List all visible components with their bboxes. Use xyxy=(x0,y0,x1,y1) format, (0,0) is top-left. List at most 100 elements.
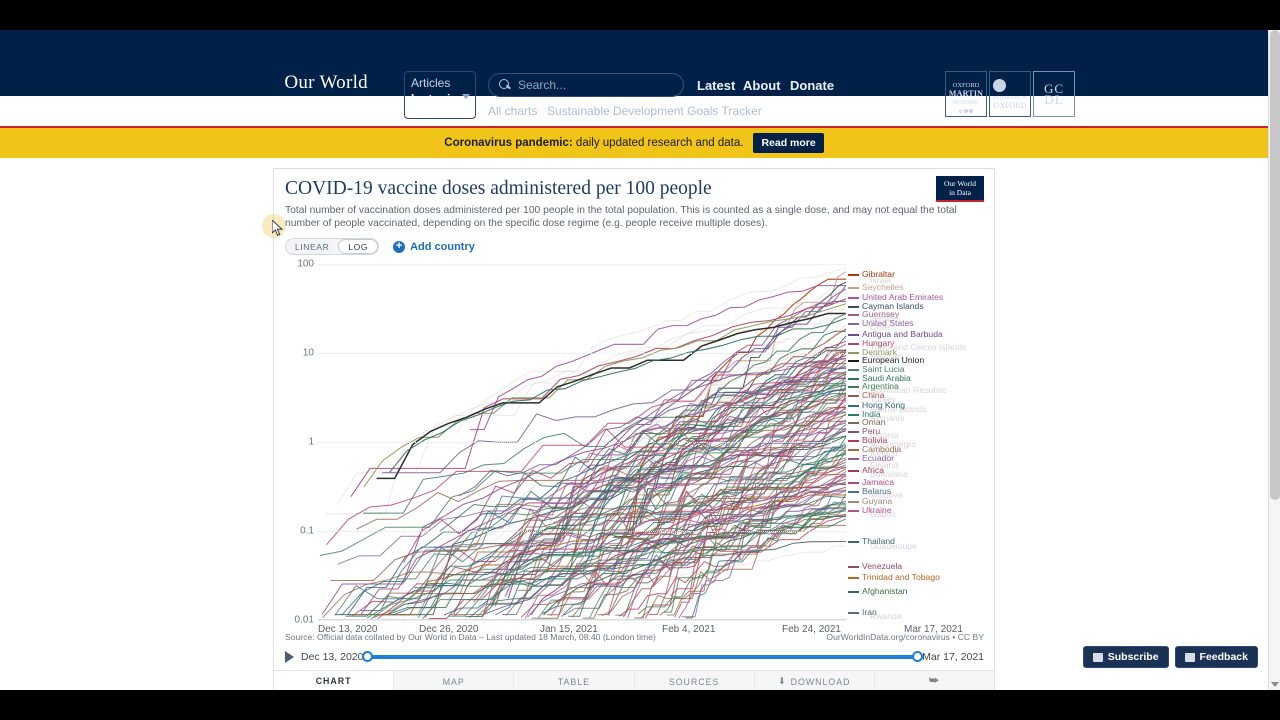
legend-label[interactable]: Ecuador xyxy=(848,454,894,463)
search-input[interactable]: Search... xyxy=(488,73,684,97)
nav-link-donate[interactable]: Donate xyxy=(790,78,835,93)
legend-label[interactable]: Saudi Arabia xyxy=(848,374,911,383)
tab-sources[interactable]: SOURCES xyxy=(634,671,755,690)
y-axis-tick: 1 xyxy=(308,436,314,448)
chart-line xyxy=(396,392,846,580)
y-axis-tick: 10 xyxy=(302,347,314,359)
chart-line xyxy=(356,414,846,530)
legend-label[interactable]: Venezuela xyxy=(848,562,902,571)
timeline-start-label: Dec 13, 2020 xyxy=(301,651,364,663)
legend-label-text: Seychelles xyxy=(862,282,904,292)
sublink-all-charts[interactable]: All charts xyxy=(488,104,538,118)
legend-label[interactable]: Guernsey xyxy=(848,310,899,319)
legend-label-faint: Guadeloupe xyxy=(870,541,917,551)
y-axis-tick: 100 xyxy=(297,258,314,270)
y-axis: 100 10 1 0.1 0.01 xyxy=(282,259,314,626)
legend-label[interactable]: Afghanistan xyxy=(848,587,907,596)
legend-label-text: Venezuela xyxy=(862,561,903,571)
legend-label[interactable]: Hong Kong xyxy=(848,401,905,410)
legend-label[interactable]: Bolivia xyxy=(848,436,887,445)
scale-toggle[interactable]: LINEAR LOG xyxy=(285,238,380,255)
x-axis-tick: Dec 26, 2020 xyxy=(419,624,479,635)
chart-timeline[interactable]: Dec 13, 2020 Mar 17, 2021 xyxy=(285,648,984,666)
legend-label-faint: Rwanda xyxy=(870,611,902,621)
chart-line xyxy=(433,422,846,548)
scale-linear-option[interactable]: LINEAR xyxy=(295,241,330,252)
timeline-handle-start[interactable] xyxy=(362,651,374,662)
legend-label[interactable]: Argentina xyxy=(848,382,899,391)
read-more-button[interactable]: Read more xyxy=(753,133,824,153)
timeline-track[interactable] xyxy=(362,651,924,662)
legend-label[interactable]: India xyxy=(848,410,881,419)
sublink-sdg-tracker[interactable]: Sustainable Development Goals Tracker xyxy=(547,104,762,118)
nav-link-latest[interactable]: Latest xyxy=(697,78,736,93)
legend-line-swatch xyxy=(848,351,859,354)
chart-line xyxy=(561,508,846,617)
legend-label[interactable]: Saint Lucia xyxy=(848,365,905,374)
subscribe-button[interactable]: Subscribe xyxy=(1082,646,1169,668)
gcdl-logo[interactable]: GC DL xyxy=(1033,71,1075,117)
chart-line xyxy=(637,506,846,615)
chart-line xyxy=(556,545,846,616)
legend-label[interactable]: Oman xyxy=(848,418,885,427)
tab-chart[interactable]: CHART xyxy=(274,671,395,690)
oxford-martin-school-logo[interactable]: OXFORD MARTIN SCHOOL xyxy=(945,71,987,117)
legend-label[interactable]: Gibraltar xyxy=(848,270,895,279)
legend-label[interactable]: Seychelles xyxy=(848,283,904,292)
play-icon[interactable] xyxy=(285,651,294,663)
browser-scrollbar[interactable] xyxy=(1268,30,1280,690)
scrollbar-thumb[interactable] xyxy=(1270,30,1280,500)
legend-label-text: United States xyxy=(862,318,914,328)
university-of-oxford-logo[interactable]: UNIVERSITY OF OXFORD xyxy=(989,71,1031,117)
chart-line xyxy=(422,518,846,620)
legend-label[interactable]: Jamaica xyxy=(848,478,894,487)
chart-line xyxy=(640,506,846,619)
legend-label[interactable]: Cambodia xyxy=(848,445,901,454)
legend-label[interactable]: Trinidad and Tobago xyxy=(848,573,940,582)
legend-label[interactable]: Thailand xyxy=(848,537,895,546)
chart-legend: Israel Jersey Chile Turks and Caicos Island… xyxy=(848,264,988,621)
legend-label[interactable]: United Arab Emirates xyxy=(848,293,943,302)
legend-label[interactable]: Denmark xyxy=(848,348,897,357)
legend-label[interactable]: Africa xyxy=(848,466,884,475)
chart-line xyxy=(448,461,846,617)
add-country-button[interactable]: + Add country xyxy=(393,240,475,253)
x-axis-tick: Dec 13, 2020 xyxy=(318,624,378,635)
plot-lines-area[interactable] xyxy=(318,264,846,620)
chart-line xyxy=(524,464,846,619)
legend-label[interactable]: Antigua and Barbuda xyxy=(848,330,943,339)
tab-share[interactable]: ⮩ xyxy=(874,671,995,690)
feedback-button[interactable]: Feedback xyxy=(1174,646,1258,668)
chart-line xyxy=(571,328,846,560)
legend-label-text: Afghanistan xyxy=(862,586,908,596)
tab-download[interactable]: ⬇ DOWNLOAD xyxy=(754,671,875,690)
scroll-down-icon[interactable] xyxy=(1271,682,1279,687)
x-axis-tick: Feb 4, 2021 xyxy=(662,624,716,635)
legend-label[interactable]: China xyxy=(848,391,884,400)
owid-logo[interactable]: Our World in Data xyxy=(228,72,368,114)
chart-line xyxy=(469,452,846,618)
legend-label[interactable]: Hungary xyxy=(848,339,894,348)
legend-line-swatch xyxy=(848,469,859,472)
legend-label[interactable]: Ukraine xyxy=(848,506,892,515)
legend-label[interactable]: Iran xyxy=(848,608,877,617)
legend-label[interactable]: Cayman Islands xyxy=(848,302,924,311)
legend-label[interactable]: Belarus xyxy=(848,487,891,496)
legend-label[interactable]: Peru xyxy=(848,427,880,436)
tab-map[interactable]: MAP xyxy=(394,671,515,690)
scale-log-option[interactable]: LOG xyxy=(338,239,379,254)
nav-link-about[interactable]: About xyxy=(743,78,781,93)
chart-plot: 100 10 1 0.1 0.01 Israel Jersey Chile Turks and… xyxy=(282,259,988,636)
timeline-handle-end[interactable] xyxy=(912,651,924,662)
chart-license: OurWorldInData.org/coronavirus • CC BY xyxy=(826,632,984,642)
legend-line-swatch xyxy=(848,368,859,371)
legend-label[interactable]: European Union xyxy=(848,356,924,365)
legend-label[interactable]: United States xyxy=(848,319,914,328)
legend-label[interactable]: Guyana xyxy=(848,497,892,506)
tab-table[interactable]: TABLE xyxy=(514,671,635,690)
articles-by-topic-menu[interactable]: Articles by topic xyxy=(404,71,476,119)
chart-subtitle: Total number of vaccination doses admini… xyxy=(285,205,957,229)
chart-line xyxy=(670,397,846,597)
x-axis-tick: Feb 24, 2021 xyxy=(782,624,841,635)
gridline xyxy=(318,264,846,265)
